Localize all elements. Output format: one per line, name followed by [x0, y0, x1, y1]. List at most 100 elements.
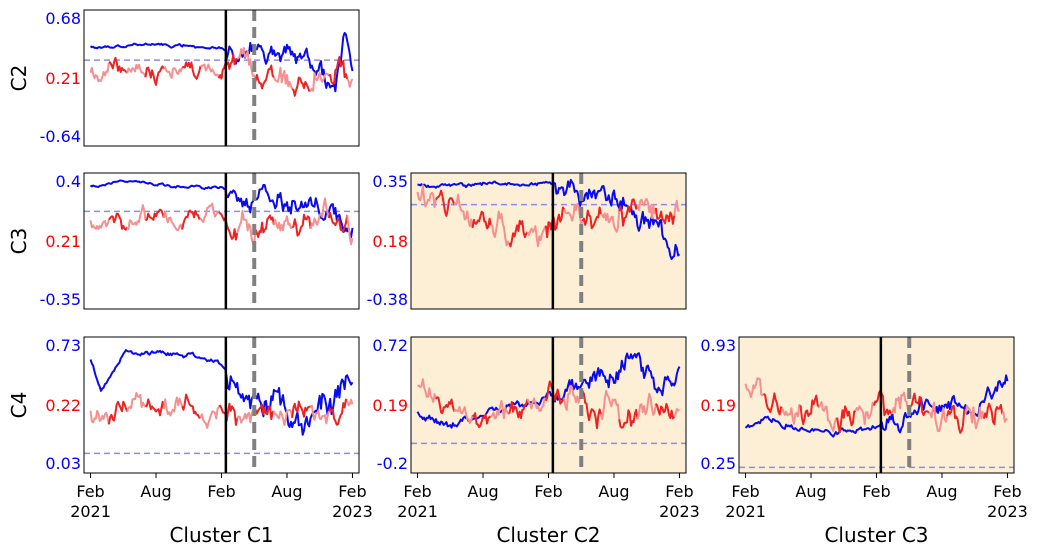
series-line-red: [581, 390, 602, 430]
series-line-red: [435, 189, 456, 217]
series-line-red: [327, 211, 349, 233]
y-tick-label: 0.19: [372, 396, 408, 415]
series-line-red: [581, 206, 602, 230]
x-tick-label: Aug: [140, 482, 171, 501]
series-line-red: [453, 405, 474, 424]
series-line-blue: [89, 349, 354, 436]
column-label: Cluster C3: [824, 523, 928, 547]
plot-area: [411, 173, 686, 309]
x-tick-label: Feb: [338, 482, 366, 501]
series-line-red: [108, 212, 129, 231]
series-line-red: [453, 193, 474, 229]
y-tick-label: 0.68: [45, 9, 81, 28]
x-tick-label: Feb: [665, 482, 693, 501]
series-line-red: [346, 214, 354, 246]
series-line-red: [199, 406, 220, 429]
row-label: C4: [7, 392, 31, 419]
series-line-red: [218, 211, 239, 241]
y-tick-label: 0.93: [700, 336, 736, 355]
series-line-red: [673, 199, 680, 216]
series-line-red: [471, 412, 492, 429]
series-line-red: [89, 410, 110, 425]
row-label: C3: [7, 228, 31, 255]
series-line-red: [799, 394, 820, 426]
row-label: C2: [7, 65, 31, 92]
x-tick-year: 2023: [659, 502, 700, 521]
panel-background: [84, 337, 359, 473]
x-tick-label: Feb: [731, 482, 759, 501]
series-line-red: [964, 405, 985, 430]
series-line-blue: [417, 178, 681, 260]
panel-C2-Cluster-C1: 0.68 0.21 -0.64 C2: [7, 9, 360, 147]
series-line-red: [291, 213, 312, 237]
series-line-red: [162, 396, 184, 417]
x-tick-year: 2023: [987, 502, 1028, 521]
column-label: Cluster C2: [496, 523, 600, 547]
series-line-red: [291, 76, 311, 97]
series-line-red: [126, 204, 147, 230]
x-tick-label: Feb: [403, 482, 431, 501]
y-tick-label: 0.03: [45, 454, 81, 473]
series-line-red: [309, 71, 330, 92]
series-line-red: [218, 402, 239, 426]
series-line-red: [309, 197, 330, 230]
series-line-red: [181, 393, 201, 419]
series-line-red: [744, 377, 765, 398]
series-line-red: [618, 409, 639, 429]
y-tick-label: 0.18: [372, 232, 408, 251]
x-tick-label: Aug: [598, 482, 629, 501]
x-tick-year: 2023: [332, 502, 373, 521]
series-line-red: [655, 402, 676, 420]
y-tick-label: 0.35: [372, 172, 408, 191]
series-line-red: [490, 210, 510, 247]
y-tick-label: -0.2: [377, 454, 408, 473]
x-tick-label: Feb: [862, 482, 890, 501]
series-line-red: [144, 398, 165, 417]
series-line-red: [272, 215, 293, 232]
series-line-red: [145, 208, 165, 222]
series-line-red: [1001, 411, 1008, 423]
y-tick-label: 0.22: [45, 396, 81, 415]
panel-frame: [410, 172, 687, 310]
panel-C3-Cluster-C2: 0.35 0.18 -0.38: [367, 172, 687, 310]
series-line-red: [126, 63, 147, 78]
x-tick-label: Aug: [795, 482, 826, 501]
x-tick-label: Feb: [76, 482, 104, 501]
x-tick-label: Aug: [926, 482, 957, 501]
series-line-red: [781, 404, 801, 425]
series-line-red: [416, 184, 437, 209]
series-line-red: [126, 391, 147, 413]
series-line-red: [763, 392, 783, 416]
series-line-red: [200, 63, 220, 79]
series-line-red: [144, 65, 165, 86]
series-line-red: [272, 408, 294, 427]
panel-background: [739, 337, 1014, 473]
y-tick-label: 0.21: [45, 69, 81, 88]
series-line-red: [236, 47, 257, 82]
x-tick-year: 2021: [725, 502, 766, 521]
panel-frame: [83, 172, 360, 310]
series-line-red: [818, 401, 838, 433]
plot-area: [739, 337, 1014, 473]
series-line-red: [199, 202, 219, 224]
series-line-blue: [744, 374, 1009, 438]
x-tick-label: Aug: [271, 482, 302, 501]
series-line-red: [599, 389, 621, 421]
series-line-red: [89, 219, 110, 230]
plot-area: [84, 173, 359, 309]
series-line-red: [254, 64, 275, 90]
series-line-red: [346, 398, 354, 407]
series-line-blue: [89, 32, 354, 93]
series-line-red: [836, 405, 857, 434]
series-line-red: [618, 198, 639, 227]
y-tick-label: 0.25: [700, 454, 736, 473]
series-line-red: [872, 389, 893, 417]
x-tick-year: 2021: [397, 502, 438, 521]
series-line-red: [181, 209, 201, 230]
series-line-red: [600, 211, 621, 233]
series-line-red: [417, 378, 437, 403]
plot-area: [411, 337, 686, 473]
